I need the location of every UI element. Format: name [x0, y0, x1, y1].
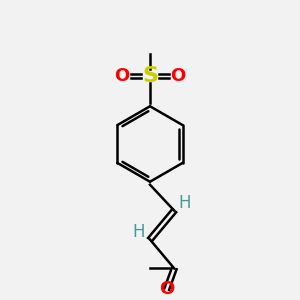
- Text: O: O: [159, 280, 174, 298]
- Text: S: S: [142, 67, 158, 86]
- Text: O: O: [115, 68, 130, 85]
- Text: O: O: [170, 68, 185, 85]
- Text: H: H: [178, 194, 190, 212]
- Text: H: H: [133, 223, 145, 241]
